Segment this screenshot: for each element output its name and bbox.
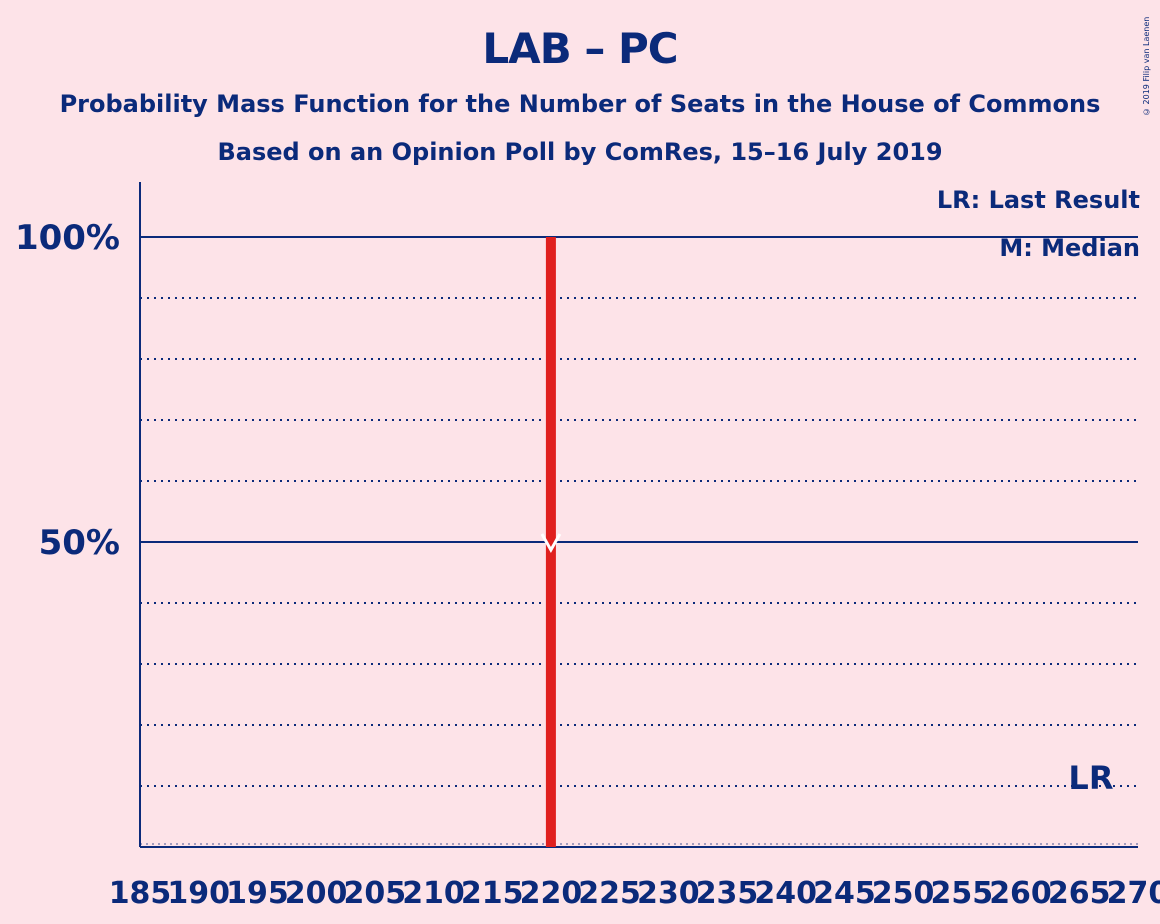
x-tick-label: 265 [1048,876,1111,911]
x-tick-label: 245 [813,876,876,911]
x-tick-label: 235 [696,876,759,911]
bar-seats-220 [545,237,556,847]
x-tick-label: 240 [754,876,817,911]
x-tick-label: 255 [930,876,993,911]
chart-subtitle: Probability Mass Function for the Number… [59,90,1101,118]
x-tick-label: 215 [461,876,524,911]
legend-median: M: Median [999,234,1140,262]
x-tick-label: 225 [578,876,641,911]
x-tick-label: 185 [109,876,172,911]
x-tick-label: 220 [520,876,583,911]
x-tick-label: 200 [285,876,348,911]
legend-last-result: LR: Last Result [936,186,1140,214]
x-tick-label: 250 [872,876,935,911]
y-tick-label: 50% [39,523,120,563]
median-marker [540,533,562,554]
x-tick-label: 190 [167,876,230,911]
x-tick-label: 210 [402,876,465,911]
chart-title: LAB – PC [482,24,678,73]
last-result-label: LR [1068,759,1113,797]
y-tick-label: 100% [15,218,120,258]
x-tick-label: 270 [1107,876,1160,911]
x-tick-label: 205 [343,876,406,911]
chart-source: Based on an Opinion Poll by ComRes, 15–1… [217,138,943,166]
x-tick-label: 195 [226,876,289,911]
x-tick-label: 260 [989,876,1052,911]
x-tick-label: 230 [637,876,700,911]
